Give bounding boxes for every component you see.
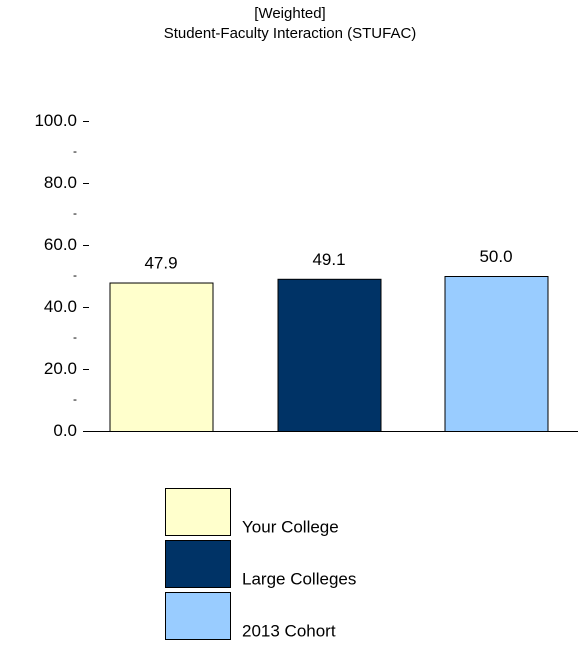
bar-2013-cohort [444, 276, 549, 432]
bars [109, 276, 549, 433]
legend-label: Your College [242, 517, 339, 536]
y-tick-label: 80.0 [44, 173, 77, 192]
y-minor-tick: - [73, 206, 77, 220]
legend-swatch [165, 540, 231, 588]
y-axis: 0.0 - 20.0 - 40.0 - 60.0 - 80.0 - 100.0 [34, 111, 578, 440]
y-tick-label: 100.0 [34, 111, 77, 130]
legend-swatch [165, 592, 231, 640]
bar-large-colleges [277, 278, 382, 433]
y-tick-label: 0.0 [53, 421, 77, 440]
legend-label: 2013 Cohort [242, 621, 336, 640]
y-minor-tick: - [73, 392, 77, 406]
y-tick-label: 40.0 [44, 297, 77, 316]
y-minor-tick: - [73, 330, 77, 344]
y-minor-tick: - [73, 144, 77, 158]
bar-your-college [109, 282, 214, 433]
chart-subtitle: Student-Faculty Interaction (STUFAC) [164, 25, 417, 42]
legend-swatch [165, 488, 231, 536]
data-labels: 47.9 49.1 50.0 [144, 247, 512, 273]
y-tick-label: 60.0 [44, 235, 77, 254]
data-label: 50.0 [479, 247, 512, 266]
chart-title: [Weighted] [254, 5, 325, 22]
legend: Your College Large Colleges 2013 Cohort [165, 488, 356, 640]
data-label: 49.1 [312, 250, 345, 269]
y-minor-tick: - [73, 268, 77, 282]
legend-label: Large Colleges [242, 569, 356, 588]
data-label: 47.9 [144, 254, 177, 273]
y-tick-label: 20.0 [44, 359, 77, 378]
